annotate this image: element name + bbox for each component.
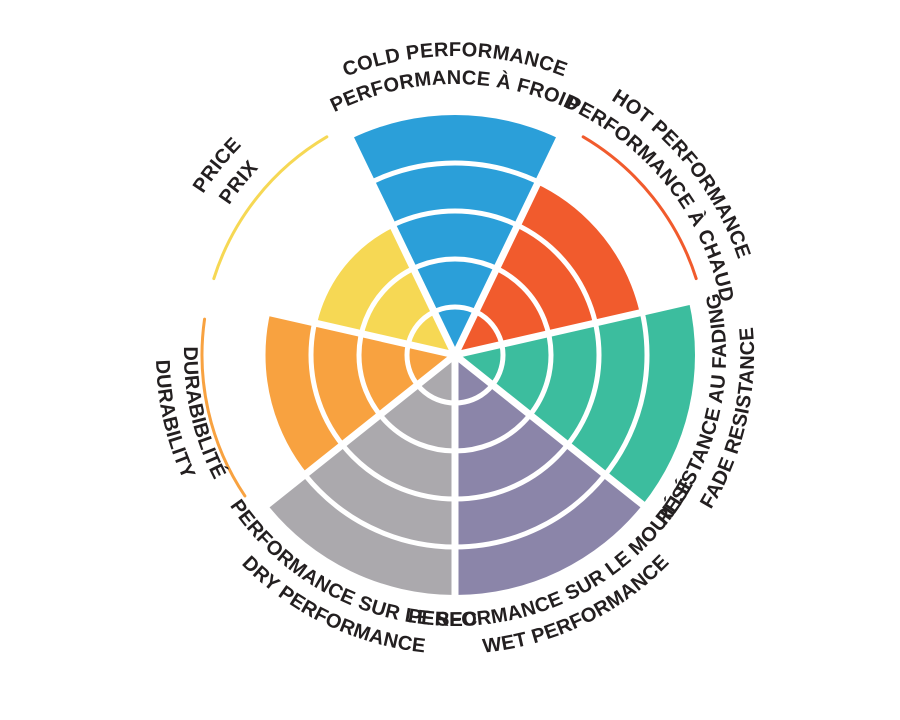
sector-wet [455,355,643,595]
wedge-separator-5 [218,297,456,359]
sector-cold [350,115,560,355]
wedge-separator-2 [452,352,647,509]
sector-dry [267,355,455,595]
max-arc-hot [581,135,698,281]
wedge-separator-6 [346,135,459,357]
wedge-separator-1 [454,297,692,359]
wedge-separator-0 [451,135,564,357]
sector-fade [455,301,695,505]
wedge-separator-4 [263,352,458,509]
max-arc-price [212,135,329,281]
max-arc-durability [200,317,247,498]
